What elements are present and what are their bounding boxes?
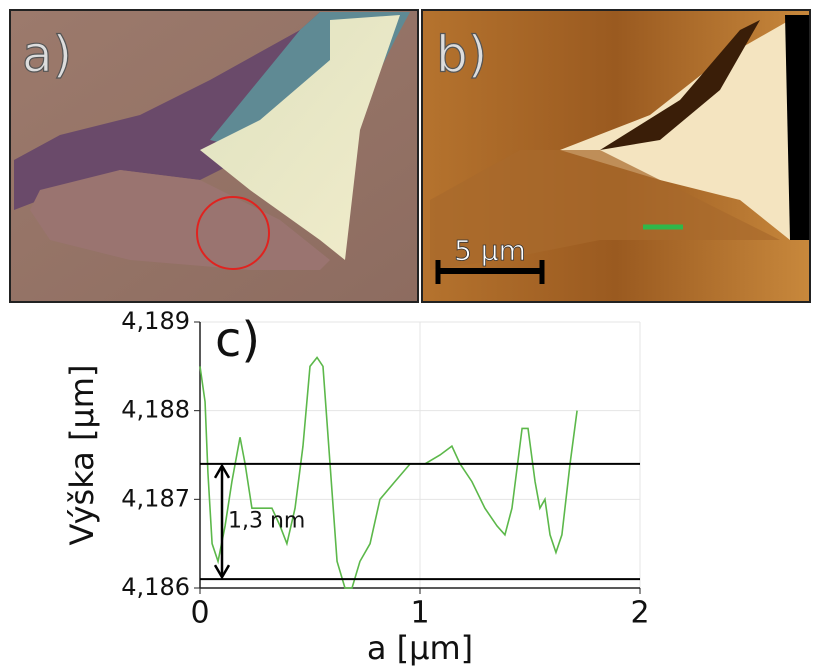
x-tick-label: 0: [190, 596, 209, 631]
bright-region: [560, 20, 790, 240]
lower-flake: [30, 170, 330, 270]
y-tick-label: 4,189: [121, 307, 190, 335]
panel-label: b): [436, 26, 487, 84]
highlight-circle: [196, 196, 270, 270]
chart: 4,186 4,187 4,188 4,189 0 1 2 1,3 nm: [121, 307, 649, 631]
scale-bar-label: 5 µm: [454, 234, 526, 267]
data-line: [199, 356, 578, 589]
panel-label: a): [22, 26, 72, 84]
flake: [200, 15, 400, 260]
y-tick-label: 4,188: [121, 396, 190, 424]
panel-label: c): [215, 312, 260, 368]
y-tick-label: 4,186: [121, 573, 190, 601]
dark-ridge: [600, 20, 760, 150]
panel-b: 5 µm b): [421, 9, 811, 303]
arrow-head: [213, 463, 231, 479]
x-tick-label: 2: [630, 596, 649, 631]
x-tick-label: 1: [410, 596, 429, 631]
x-axis-title: a [µm]: [367, 629, 473, 667]
arrow-head: [213, 564, 231, 580]
y-axis-title: Výška [µm]: [63, 365, 101, 546]
panel-a: a): [9, 9, 419, 303]
dark-edge: [785, 15, 809, 240]
y-tick-label: 4,187: [121, 484, 190, 512]
annotation: 1,3 nm: [228, 509, 305, 534]
lower-region: [430, 150, 780, 270]
